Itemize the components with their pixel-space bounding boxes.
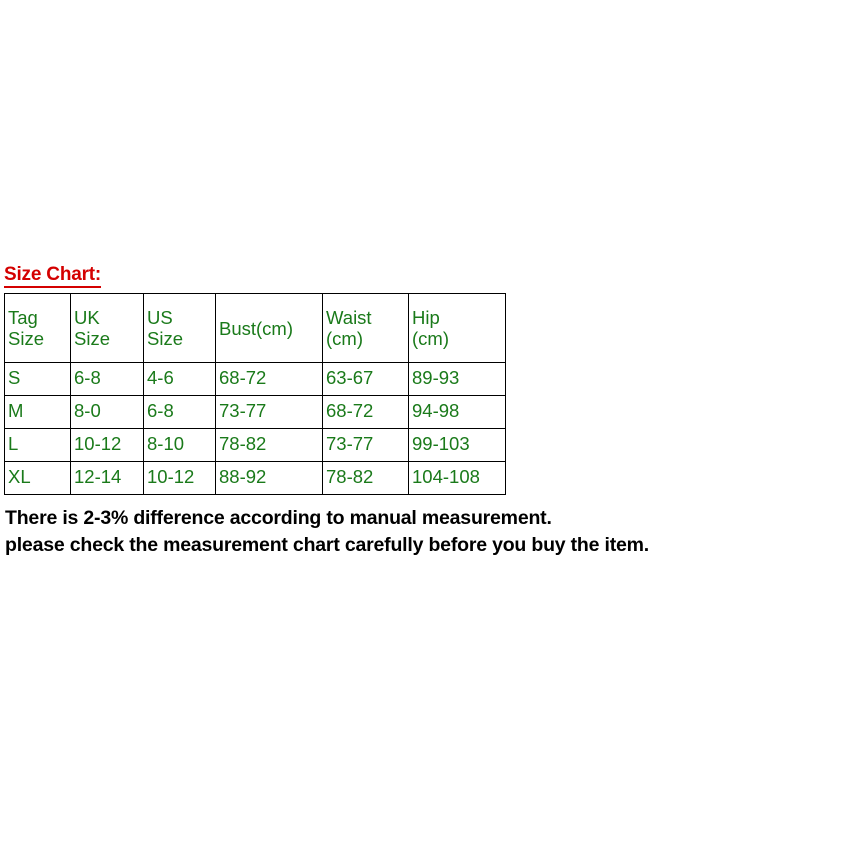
measurement-notes: There is 2-3% difference according to ma… <box>5 505 845 559</box>
cell-bust: 78-82 <box>215 428 323 462</box>
column-header-line-2: Size <box>8 328 44 349</box>
cell-hip: 99-103 <box>408 428 506 462</box>
cell-waist: 63-67 <box>322 362 409 396</box>
column-header-line-2: (cm) <box>412 328 449 349</box>
column-header-line-1: Waist <box>326 307 372 328</box>
cell-us-size: 6-8 <box>143 395 216 429</box>
cell-waist: 78-82 <box>322 461 409 495</box>
column-header-line-2: Size <box>147 328 183 349</box>
cell-uk-size: 12-14 <box>70 461 144 495</box>
table-row: XL 12-14 10-12 88-92 78-82 104-108 <box>4 461 506 495</box>
column-header-line-2: (cm) <box>326 328 363 349</box>
column-header-line-1: UK <box>74 307 100 328</box>
table-header-row: Tag Size UK Size US Size Bust(cm) Waist … <box>4 293 506 363</box>
column-header-line-1: Bust(cm) <box>219 317 293 339</box>
cell-uk-size: 10-12 <box>70 428 144 462</box>
cell-tag-size: S <box>4 362 71 396</box>
column-header-uk-size: UK Size <box>70 293 144 363</box>
column-header-bust: Bust(cm) <box>215 293 323 363</box>
cell-tag-size: L <box>4 428 71 462</box>
cell-bust: 68-72 <box>215 362 323 396</box>
cell-hip: 89-93 <box>408 362 506 396</box>
table-row: S 6-8 4-6 68-72 63-67 89-93 <box>4 362 506 396</box>
size-chart-table: Tag Size UK Size US Size Bust(cm) Waist … <box>4 293 506 495</box>
column-header-waist: Waist (cm) <box>322 293 409 363</box>
cell-hip: 94-98 <box>408 395 506 429</box>
column-header-line-1: Hip <box>412 307 440 328</box>
table-row: L 10-12 8-10 78-82 73-77 99-103 <box>4 428 506 462</box>
column-header-line-1: Tag <box>8 307 38 328</box>
cell-tag-size: M <box>4 395 71 429</box>
cell-us-size: 4-6 <box>143 362 216 396</box>
page-title: Size Chart: <box>4 264 101 288</box>
cell-hip: 104-108 <box>408 461 506 495</box>
cell-waist: 73-77 <box>322 428 409 462</box>
column-header-line-2: Size <box>74 328 110 349</box>
cell-uk-size: 8-0 <box>70 395 144 429</box>
cell-us-size: 8-10 <box>143 428 216 462</box>
column-header-hip: Hip (cm) <box>408 293 506 363</box>
table-row: M 8-0 6-8 73-77 68-72 94-98 <box>4 395 506 429</box>
note-line-1: There is 2-3% difference according to ma… <box>5 507 552 529</box>
cell-waist: 68-72 <box>322 395 409 429</box>
cell-bust: 73-77 <box>215 395 323 429</box>
cell-us-size: 10-12 <box>143 461 216 495</box>
size-chart-block: Size Chart: Tag Size UK Size US Size <box>4 264 846 495</box>
cell-tag-size: XL <box>4 461 71 495</box>
column-header-tag-size: Tag Size <box>4 293 71 363</box>
column-header-us-size: US Size <box>143 293 216 363</box>
note-line-2: please check the measurement chart caref… <box>5 534 650 556</box>
column-header-line-1: US <box>147 307 173 328</box>
cell-bust: 88-92 <box>215 461 323 495</box>
cell-uk-size: 6-8 <box>70 362 144 396</box>
